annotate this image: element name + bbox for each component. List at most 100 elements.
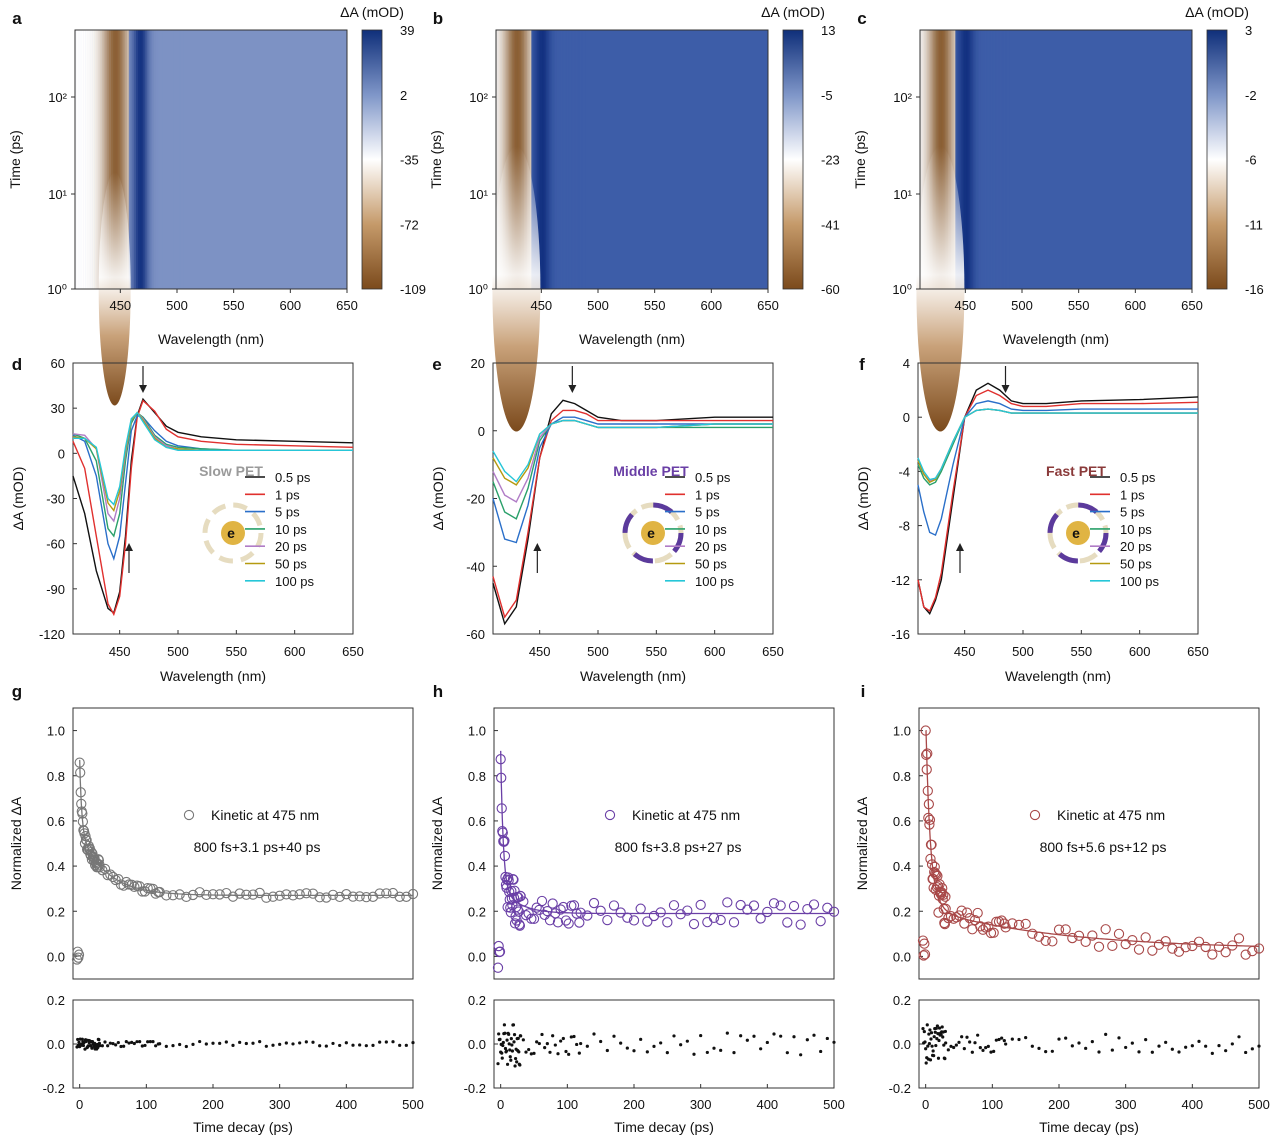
- residual-point: [946, 1048, 950, 1052]
- residual-point: [505, 1038, 509, 1042]
- residual-point: [304, 1040, 308, 1044]
- residual-point: [132, 1041, 136, 1046]
- colorbar-tick-label: -35: [400, 153, 419, 168]
- heatmap-band: [967, 30, 970, 289]
- colorbar-tick-label: -72: [400, 217, 419, 232]
- residual-point: [532, 1051, 536, 1055]
- residual-point: [498, 1037, 502, 1042]
- heatmap-c: [916, 29, 1193, 432]
- data-marker: [1253, 943, 1265, 954]
- residual-point: [685, 1039, 689, 1043]
- heatmap-band: [528, 30, 531, 289]
- residual-point: [1217, 1044, 1221, 1048]
- x-axis-label: Wavelength (nm): [160, 668, 266, 684]
- residual-point: [599, 1039, 603, 1044]
- residual-point: [81, 1043, 85, 1048]
- residual-y-tick-label: 0.0: [47, 1037, 65, 1052]
- y-tick-label: 0.8: [893, 769, 911, 784]
- residual-point: [324, 1044, 328, 1048]
- heatmap-band: [971, 30, 975, 289]
- data-marker: [254, 887, 265, 899]
- series-line-100-ps: [492, 419, 773, 483]
- residual-point: [540, 1032, 544, 1037]
- residual-point: [699, 1033, 703, 1038]
- residual-point: [652, 1044, 656, 1048]
- data-marker: [926, 839, 937, 850]
- x-tick-label: 550: [645, 644, 667, 659]
- y-tick-label: 1.0: [893, 724, 911, 739]
- heatmap-band: [128, 30, 132, 289]
- y-tick-label: 0.8: [47, 769, 65, 784]
- residual-point: [1250, 1047, 1254, 1051]
- legend-label: 1 ps: [1120, 487, 1145, 502]
- residual-point: [949, 1044, 953, 1048]
- y-tick-label: -40: [466, 559, 485, 574]
- residual-point: [77, 1040, 81, 1044]
- heatmap-band: [949, 30, 952, 289]
- data-marker: [327, 889, 339, 901]
- residual-point: [298, 1041, 302, 1045]
- data-marker: [74, 757, 85, 768]
- residual-point: [1044, 1049, 1048, 1054]
- data-marker: [214, 889, 225, 900]
- residual-point: [503, 1046, 508, 1051]
- legend-marker: [1029, 809, 1041, 821]
- y-tick-label: 0: [58, 446, 65, 461]
- plot-frame: [917, 362, 1199, 635]
- data-marker: [642, 916, 653, 927]
- data-marker: [1027, 928, 1038, 939]
- heatmap-band: [998, 30, 1001, 289]
- fit-label: 800 fs+3.8 ps+27 ps: [615, 839, 742, 855]
- heatmap-band: [978, 30, 982, 289]
- residual-point: [548, 1050, 552, 1054]
- residual-point: [1137, 1050, 1141, 1054]
- residual-point: [519, 1034, 523, 1038]
- residual-point: [119, 1044, 123, 1049]
- data-marker: [655, 907, 666, 918]
- data-marker: [75, 767, 86, 778]
- panel-letter-h: h: [433, 682, 443, 701]
- data-marker: [959, 918, 970, 929]
- residual-frame: [493, 999, 835, 1089]
- series-line-0-5-ps: [917, 382, 1199, 616]
- residual-point: [231, 1043, 235, 1047]
- residual-point: [954, 1043, 958, 1047]
- data-marker: [748, 900, 760, 911]
- residual-point: [579, 1041, 583, 1046]
- residual-frame: [72, 999, 414, 1089]
- residual-y-tick-label: 0.0: [468, 1037, 486, 1052]
- residual-point: [264, 1044, 268, 1048]
- y-tick-label: 0.6: [893, 814, 911, 829]
- y-tick-label: 0.2: [47, 904, 65, 919]
- data-marker: [1080, 936, 1091, 947]
- data-marker: [964, 912, 975, 924]
- data-marker: [493, 940, 504, 952]
- residual-point: [989, 1050, 993, 1054]
- residual-point: [1090, 1040, 1094, 1044]
- data-marker: [728, 917, 740, 928]
- data-marker: [682, 905, 693, 916]
- heatmap-band: [970, 30, 973, 289]
- legend-label: 10 ps: [695, 522, 727, 537]
- residual-point: [497, 1032, 501, 1036]
- data-marker: [924, 819, 935, 830]
- heatmap-band: [544, 30, 548, 289]
- x-tick-label: 450: [529, 644, 551, 659]
- data-marker: [547, 898, 558, 909]
- heatmap-band: [119, 30, 123, 289]
- x-tick-label: 500: [587, 644, 609, 659]
- y-tick-label: 1.0: [47, 724, 65, 739]
- y-tick-label: 0.6: [468, 814, 486, 829]
- heatmap-b: [492, 29, 769, 432]
- heatmap-band: [975, 30, 979, 289]
- data-marker: [762, 906, 773, 918]
- x-tick-label: 200: [623, 1097, 645, 1112]
- heatmap-band: [101, 30, 105, 289]
- heatmap-band: [1001, 30, 1004, 289]
- data-marker: [321, 892, 332, 903]
- heatmap-band: [152, 30, 155, 289]
- data-marker: [560, 915, 572, 926]
- data-marker: [595, 905, 606, 916]
- legend-label: 10 ps: [1120, 522, 1152, 537]
- y-tick-label: 0.4: [893, 859, 911, 874]
